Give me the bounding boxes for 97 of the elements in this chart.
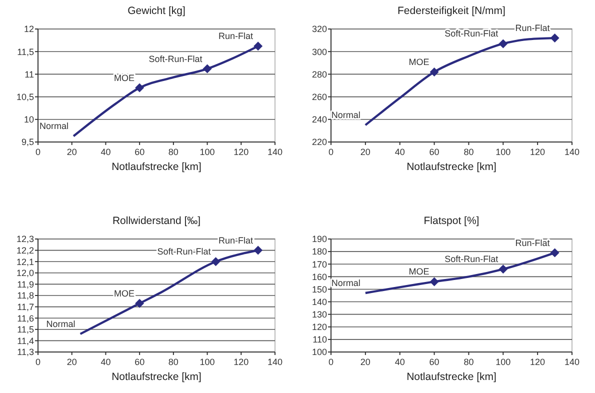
- x-tick-label: 120: [530, 357, 546, 367]
- y-tick-label: 12,0: [16, 268, 34, 278]
- x-tick-label: 0: [328, 147, 334, 157]
- annotation: Normal: [40, 121, 69, 132]
- x-tick-label: 80: [464, 357, 474, 367]
- y-tick-label: 150: [312, 284, 327, 294]
- x-tick-label: 140: [267, 147, 283, 157]
- annotation: MOE: [408, 56, 430, 67]
- x-tick-label: 60: [134, 147, 145, 157]
- point: [135, 83, 144, 92]
- x-axis-title: Notlaufstrecke [km]: [112, 371, 202, 383]
- x-axis-title: Notlaufstrecke [km]: [112, 161, 202, 173]
- y-tick-label: 9,5: [21, 137, 34, 148]
- y-tick-label: 170: [312, 259, 327, 270]
- annotation: Soft-Run-Flat: [444, 28, 499, 39]
- y-tick-label: 11,4: [17, 336, 34, 346]
- y-tick-label: 260: [312, 92, 327, 102]
- x-tick-label: 20: [66, 357, 77, 367]
- y-tick-label: 11,3: [17, 347, 34, 358]
- chart-title: Rollwiderstand [‰]: [112, 215, 201, 227]
- x-tick-label: 100: [200, 357, 215, 367]
- x-tick-label: 80: [168, 147, 178, 157]
- annotation: Run-Flat: [218, 31, 254, 42]
- x-axis-title: Notlaufstrecke [km]: [406, 371, 497, 383]
- y-tick-label: 220: [312, 137, 327, 148]
- point: [211, 257, 220, 266]
- y-tick-label: 240: [312, 114, 327, 125]
- annotation: MOE: [114, 72, 135, 83]
- chart-title: Flatspot [%]: [424, 215, 480, 227]
- x-tick-label: 60: [134, 357, 145, 367]
- x-tick-label: 60: [429, 147, 440, 157]
- annotation: Run-Flat: [515, 238, 550, 248]
- point: [254, 246, 263, 255]
- annotation: Soft-Run-Flat: [444, 254, 499, 264]
- x-tick-label: 80: [168, 357, 178, 367]
- annotation: Normal: [331, 110, 360, 120]
- y-tick-label: 300: [312, 46, 327, 57]
- x-tick-label: 40: [100, 357, 111, 367]
- x-tick-label: 60: [429, 357, 440, 367]
- point: [430, 67, 439, 76]
- x-axis-title: Notlaufstrecke [km]: [406, 161, 497, 173]
- y-tick-label: 12,2: [16, 245, 34, 256]
- x-tick-label: 140: [564, 357, 580, 367]
- y-tick-label: 190: [312, 234, 327, 244]
- x-tick-label: 40: [100, 147, 111, 157]
- x-tick-label: 140: [564, 147, 580, 157]
- point: [498, 39, 508, 48]
- y-tick-label: 11: [24, 69, 34, 80]
- x-tick-label: 120: [530, 147, 546, 157]
- point: [135, 298, 144, 308]
- point: [254, 42, 263, 51]
- y-tick-label: 160: [312, 272, 327, 282]
- x-tick-label: 0: [35, 147, 41, 157]
- x-tick-label: 40: [394, 147, 405, 157]
- y-tick-label: 10,5: [16, 92, 34, 102]
- annotation: MOE: [408, 266, 430, 277]
- y-tick-label: 280: [312, 69, 327, 80]
- x-tick-label: 20: [360, 357, 370, 367]
- y-tick-label: 10: [24, 114, 34, 125]
- y-tick-label: 12: [24, 24, 34, 34]
- x-tick-label: 20: [360, 147, 370, 157]
- y-tick-label: 11,5: [17, 324, 34, 335]
- x-tick-label: 80: [464, 147, 474, 157]
- y-tick-label: 11,5: [17, 46, 34, 57]
- annotation: Soft-Run-Flat: [148, 54, 203, 64]
- annotation: Normal: [46, 318, 76, 329]
- x-tick-label: 0: [35, 357, 41, 367]
- chart-title: Federsteifigkeit [N/mm]: [398, 5, 506, 17]
- y-tick-label: 320: [312, 24, 327, 34]
- y-tick-label: 11,9: [17, 279, 34, 290]
- y-tick-label: 100: [312, 347, 327, 358]
- y-tick-label: 120: [312, 322, 327, 332]
- point: [202, 64, 212, 74]
- x-tick-label: 100: [200, 147, 215, 157]
- y-tick-label: 11,8: [17, 290, 34, 301]
- x-tick-label: 120: [234, 357, 249, 367]
- y-tick-label: 180: [312, 246, 327, 257]
- x-tick-label: 140: [267, 357, 283, 367]
- x-tick-label: 20: [66, 147, 77, 157]
- x-tick-label: 100: [496, 147, 511, 157]
- x-tick-label: 100: [496, 357, 511, 367]
- y-tick-label: 110: [312, 334, 327, 345]
- point: [550, 34, 560, 43]
- point: [430, 277, 439, 286]
- y-tick-label: 140: [312, 296, 327, 307]
- y-tick-label: 130: [312, 309, 327, 320]
- x-tick-label: 40: [394, 357, 405, 367]
- y-tick-label: 12,3: [16, 234, 34, 244]
- y-tick-label: 11,6: [17, 313, 34, 324]
- x-tick-label: 0: [328, 357, 334, 367]
- point: [550, 248, 560, 258]
- chart-title: Gewicht [kg]: [128, 5, 186, 17]
- x-tick-label: 120: [234, 147, 249, 157]
- y-tick-label: 11,7: [17, 302, 34, 312]
- y-tick-label: 12,1: [16, 256, 34, 267]
- point: [498, 264, 508, 274]
- annotation: Normal: [331, 278, 360, 288]
